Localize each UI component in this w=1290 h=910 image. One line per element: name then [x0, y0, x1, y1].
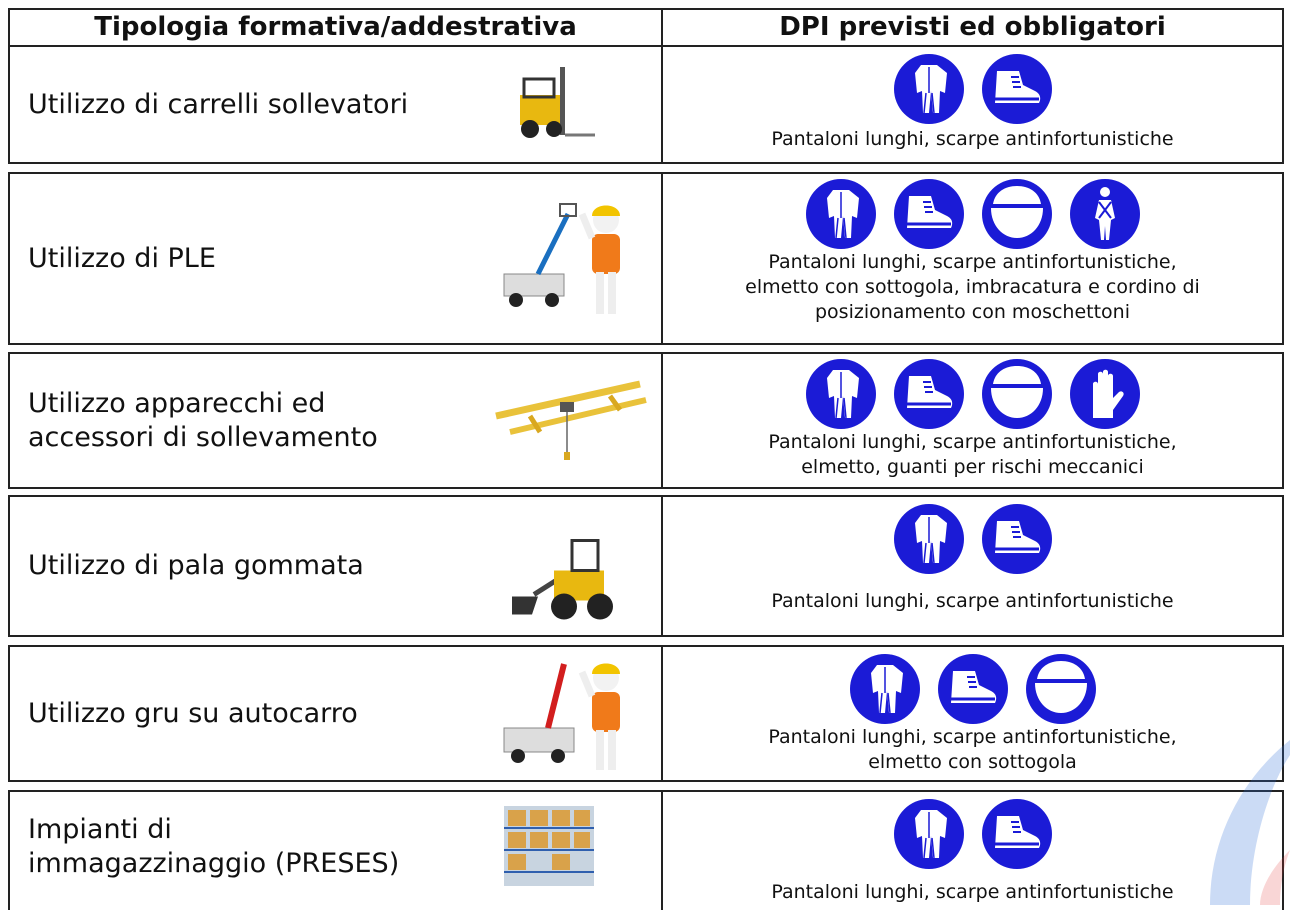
forklift-image: [520, 66, 595, 138]
ppe-line: Pantaloni lunghi, scarpe antinfortunisti…: [768, 431, 1177, 453]
ppe-icons: [663, 503, 1282, 575]
activity: Utilizzo di pala gommata: [28, 549, 364, 583]
ppe-icons: [663, 798, 1282, 870]
table-row: Utilizzo di PLE Pantaloni lunghi, scarpe…: [8, 172, 1284, 345]
ppe-icon: [805, 178, 877, 250]
table-row: Impianti di immagazzinaggio (PRESES) Pant…: [8, 790, 1284, 910]
ppe-line: Pantaloni lunghi, scarpe antinfortunisti…: [771, 128, 1174, 150]
ppe-icon: [893, 178, 965, 250]
ppe-icon: [981, 358, 1053, 430]
warehouse-image: [504, 806, 594, 886]
activity: Utilizzo apparecchi ed accessori di solle…: [28, 387, 378, 455]
table-row: Utilizzo di pala gommata Pantaloni lungh…: [8, 495, 1284, 637]
ppe-icon: [893, 503, 965, 575]
activity: Utilizzo di PLE: [28, 242, 216, 276]
ppe-icon: [981, 178, 1053, 250]
crane-image: [495, 380, 647, 460]
ppe-text: Pantaloni lunghi, scarpe antinfortunisti…: [663, 725, 1282, 775]
ppe-icon: [893, 358, 965, 430]
ppe-icon: [805, 358, 877, 430]
activity: Utilizzo di carrelli sollevatori: [28, 88, 408, 122]
ppe-line: Pantaloni lunghi, scarpe antinfortunisti…: [771, 881, 1174, 903]
activity-cell: Utilizzo di pala gommata: [8, 497, 663, 635]
activity-cell: Utilizzo gru su autocarro: [8, 647, 663, 780]
header-text: Tipologia formativa/addestrativa: [94, 12, 577, 42]
ppe-icon: [1069, 178, 1141, 250]
ppe-icon: [849, 653, 921, 725]
ppe-cell: Pantaloni lunghi, scarpe antinfortunisti…: [663, 792, 1284, 910]
ppe-icon: [937, 653, 1009, 725]
ppe-icon: [1069, 358, 1141, 430]
header-row: Tipologia formativa/addestrativa DPI pre…: [8, 8, 1284, 47]
ppe-icons: [663, 653, 1282, 725]
loader-image: [512, 539, 613, 620]
ppe-line: elmetto con sottogola: [868, 751, 1077, 773]
activity-line: Utilizzo gru su autocarro: [28, 697, 358, 729]
activity-cell: Utilizzo di PLE: [8, 174, 663, 343]
ppe-cell: Pantaloni lunghi, scarpe antinfortunisti…: [663, 497, 1284, 635]
activity-line: Impianti di: [28, 814, 172, 845]
activity-cell: Utilizzo apparecchi ed accessori di solle…: [8, 354, 663, 487]
ppe-text: Pantaloni lunghi, scarpe antinfortunisti…: [663, 430, 1282, 480]
ppe-cell: Pantaloni lunghi, scarpe antinfortunisti…: [663, 47, 1284, 162]
ppe-line: Pantaloni lunghi, scarpe antinfortunisti…: [771, 590, 1174, 612]
activity-line: Utilizzo di pala gommata: [28, 550, 364, 581]
ppe-text: Pantaloni lunghi, scarpe antinfortunisti…: [663, 127, 1282, 152]
ppe-icon: [981, 798, 1053, 870]
ppe-line: Pantaloni lunghi, scarpe antinfortunisti…: [768, 251, 1177, 273]
activity: Utilizzo gru su autocarro: [28, 697, 358, 731]
ppe-icon: [893, 798, 965, 870]
activity-cell: Utilizzo di carrelli sollevatori: [8, 47, 663, 162]
table-row: Utilizzo gru su autocarro Pantaloni lung…: [8, 645, 1284, 782]
ppe-cell: Pantaloni lunghi, scarpe antinfortunisti…: [663, 647, 1284, 780]
activity-line: Utilizzo di carrelli sollevatori: [28, 88, 409, 120]
activity-line: accessori di sollevamento: [28, 421, 378, 453]
ppe-line: posizionamento con moschettoni: [815, 301, 1130, 323]
activity-line: Utilizzo di PLE: [28, 242, 216, 274]
ppe-icons: [663, 53, 1282, 125]
ppe-line: Pantaloni lunghi, scarpe antinfortunisti…: [768, 726, 1177, 748]
activity-line: Utilizzo apparecchi ed: [28, 387, 326, 419]
ppe-line: elmetto, guanti per rischi meccanici: [801, 456, 1144, 478]
activity: Impianti di immagazzinaggio (PRESES): [28, 813, 399, 881]
table-row: Utilizzo di carrelli sollevatori Pantalo…: [8, 45, 1284, 164]
ple-image: [503, 202, 620, 314]
activity-line: immagazzinaggio (PRESES): [28, 848, 400, 879]
header-cell: DPI previsti ed obbligatori: [663, 10, 1284, 45]
ppe-icon: [893, 53, 965, 125]
ppe-icon: [981, 53, 1053, 125]
ppe-text: Pantaloni lunghi, scarpe antinfortunisti…: [663, 880, 1282, 905]
ppe-cell: Pantaloni lunghi, scarpe antinfortunisti…: [663, 354, 1284, 487]
truck-crane-image: [503, 662, 620, 770]
ppe-icon: [981, 503, 1053, 575]
ppe-text: Pantaloni lunghi, scarpe antinfortunisti…: [663, 589, 1282, 614]
table-row: Utilizzo apparecchi ed accessori di solle…: [8, 352, 1284, 489]
ppe-icons: [663, 178, 1282, 250]
ppe-cell: Pantaloni lunghi, scarpe antinfortunisti…: [663, 174, 1284, 343]
ppe-text: Pantaloni lunghi, scarpe antinfortunisti…: [663, 250, 1282, 325]
header-cell: Tipologia formativa/addestrativa: [8, 10, 663, 45]
ppe-line: elmetto con sottogola, imbracatura e cor…: [745, 276, 1200, 298]
header-text: DPI previsti ed obbligatori: [779, 12, 1166, 42]
activity-cell: Impianti di immagazzinaggio (PRESES): [8, 792, 663, 910]
ppe-icon: [1025, 653, 1097, 725]
ppe-icons: [663, 358, 1282, 430]
